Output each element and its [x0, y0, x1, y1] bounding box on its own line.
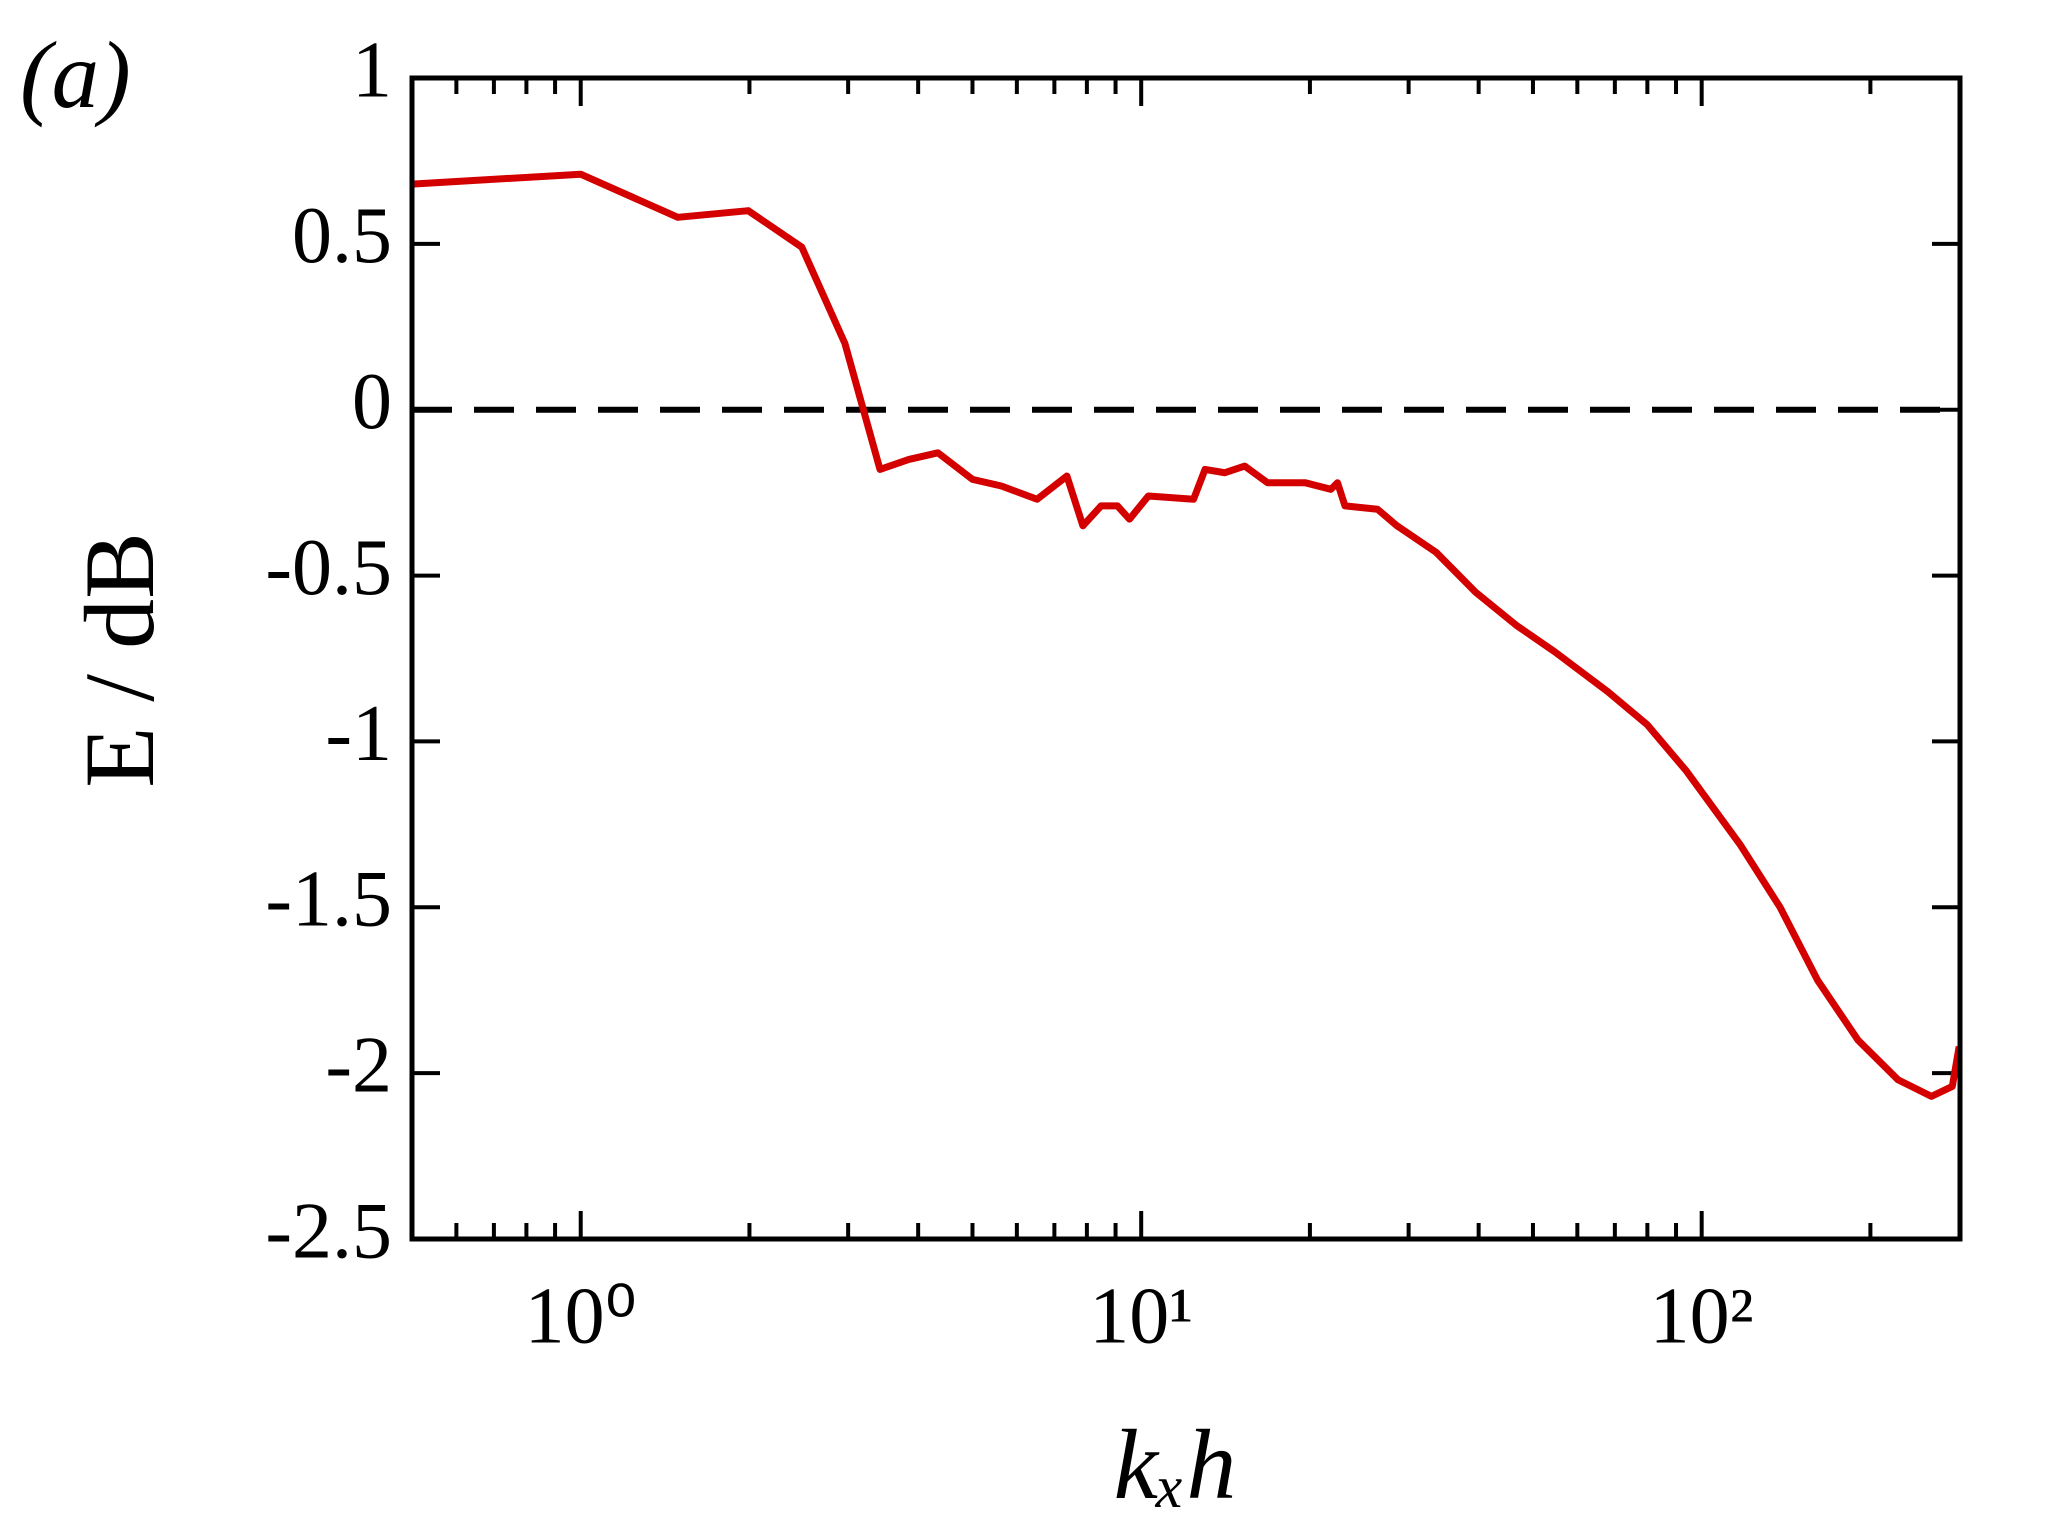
data-line: [411, 170, 1963, 1100]
panel-label: (a): [20, 22, 131, 128]
y-tick-label: 0.5: [292, 192, 392, 280]
y-axis-label: E / dB: [64, 532, 175, 788]
x-tick-label: 10¹: [1089, 1272, 1193, 1360]
x-tick-label: 10²: [1650, 1272, 1754, 1360]
x-tick-label: 10⁰: [525, 1272, 637, 1360]
y-tick-label: -1: [325, 690, 392, 778]
y-tick-label: -2: [325, 1022, 392, 1110]
y-tick-label: 0: [352, 358, 392, 446]
y-tick-label: -2.5: [265, 1187, 392, 1275]
plot-frame: [409, 75, 1963, 1242]
y-tick-label: 1: [352, 26, 392, 114]
y-tick-label: -0.5: [265, 524, 392, 612]
x-axis-label: kₓh: [1114, 1409, 1237, 1520]
y-tick-label: -1.5: [265, 856, 392, 944]
